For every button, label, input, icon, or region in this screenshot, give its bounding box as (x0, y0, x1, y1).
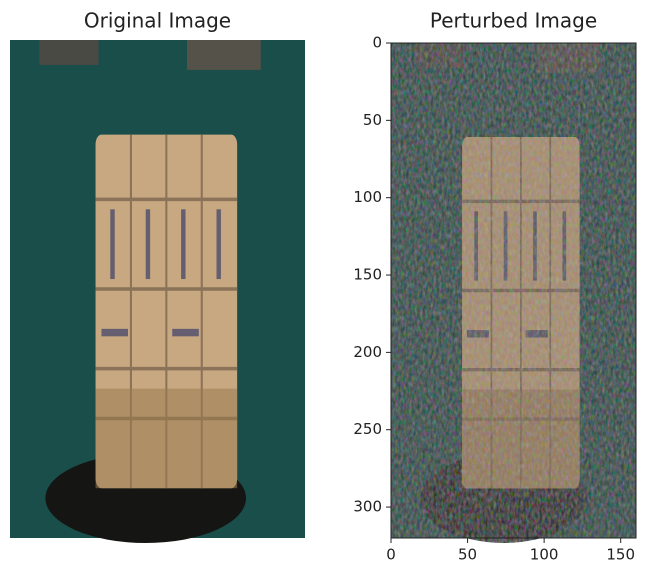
x-tick-label: 50 (458, 546, 477, 564)
figure: Original Image Perturbed Image 0 50 100 150 0 5… (0, 0, 661, 568)
y-tick-label: 100 (353, 188, 382, 206)
y-tick-label: 300 (353, 498, 382, 516)
image-darken (391, 43, 636, 538)
y-tick-label: 0 (372, 34, 382, 52)
y-tick-label: 250 (353, 420, 382, 438)
x-tick-label: 0 (386, 546, 396, 564)
x-tick-label: 150 (606, 546, 635, 564)
y-tick-label: 50 (363, 111, 382, 129)
y-tick-label: 150 (353, 266, 382, 284)
panel-title: Perturbed Image (430, 9, 597, 33)
y-tick-label: 200 (353, 343, 382, 361)
panel-title: Original Image (84, 9, 231, 33)
x-tick-label: 100 (530, 546, 559, 564)
image (10, 40, 305, 543)
panels: Original Image Perturbed Image 0 50 100 150 0 5… (10, 9, 636, 564)
